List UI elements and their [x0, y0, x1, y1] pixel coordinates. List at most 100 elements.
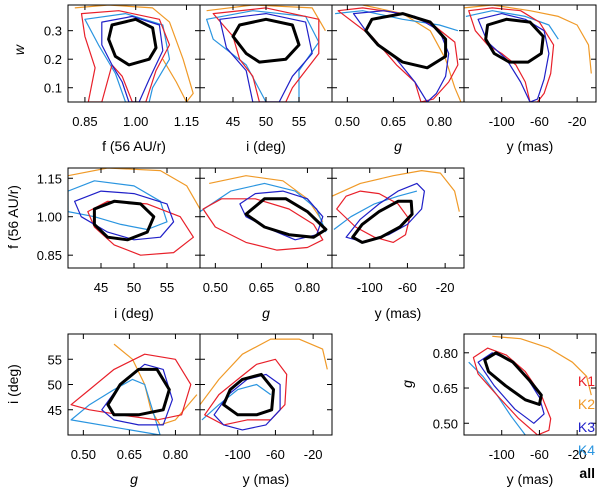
x-tick-label: 50: [127, 280, 141, 295]
y-tick-label: 0.85: [37, 248, 62, 263]
x-tick-label: 0.65: [381, 114, 406, 129]
y-axis-label-g: g: [399, 380, 415, 388]
x-tick-label: 0.65: [249, 280, 274, 295]
contour-k2-w-y: [464, 5, 592, 74]
legend: K1 K2 K3 K4 all: [545, 370, 595, 485]
x-tick-label: 1.15: [174, 114, 199, 129]
contours-g-y: [468, 335, 592, 435]
x-tick-label: -20: [568, 447, 587, 462]
x-tick-label: 45: [226, 114, 240, 129]
panel-frame-g-y: [463, 333, 597, 436]
contours-w-f: [74, 5, 194, 102]
contour-k4-w-y: [465, 10, 559, 40]
x-tick-label: 0.80: [163, 447, 188, 462]
x-tick-label: -100: [357, 280, 383, 295]
panel-g-y: -100 -60 -20 0.50 0.65 0.80: [433, 333, 597, 462]
panel-w-y: -100 -60 -20: [463, 4, 597, 129]
x-axis-label-f-row1: f (56 AU/r): [102, 138, 166, 154]
y-tick-label: 0.2: [44, 52, 62, 67]
legend-entry-k4: K4: [577, 442, 595, 458]
contour-all-f-y: [351, 199, 414, 244]
contour-k1-g-y: [472, 347, 552, 435]
x-axis-label-i-row2: i (deg): [114, 305, 154, 321]
contour-k4-f-g: [200, 182, 327, 233]
x-tick-label: 0.80: [427, 114, 452, 129]
labels-layer: w f (56 AU/r) i (deg) g f (56 AU/r) i (d…: [5, 44, 553, 487]
panel-i-g: 0.50 0.65 0.80 45 50 55: [48, 333, 201, 462]
legend-entry-k1: K1: [577, 373, 595, 389]
contour-k4-w-f: [84, 13, 171, 102]
y-tick-label: 0.50: [433, 416, 458, 431]
legend-entry-k3: K3: [577, 419, 595, 435]
x-tick-label: 0.85: [72, 114, 97, 129]
contour-k4-g-y: [468, 361, 526, 435]
x-tick-label: 0.50: [203, 280, 228, 295]
contour-k1-w-i: [212, 7, 320, 102]
x-axis-label-y-row3: y (mas): [243, 471, 290, 487]
x-axis-label-i-row1: i (deg): [246, 138, 286, 154]
x-axis-label-y-row3-right: y (mas): [507, 471, 554, 487]
contour-all-g-y: [483, 351, 543, 406]
x-tick-label: 0.80: [295, 280, 320, 295]
contour-all-f-g: [244, 197, 328, 239]
contour-all-w-f: [107, 17, 158, 67]
legend-entry-all: all: [579, 465, 595, 481]
contour-all-w-y: [484, 17, 545, 64]
contour-k2-f-g: [209, 175, 324, 223]
panel-w-i: 45 50 55: [199, 4, 333, 129]
panel-w-f: 0.85 1.00 1.15 0.1 0.2 0.3: [44, 4, 201, 129]
contours-f-y: [332, 170, 460, 244]
contour-k2-i-g: [113, 343, 198, 426]
y-tick-label: 50: [48, 378, 62, 393]
x-tick-label: -20: [304, 447, 323, 462]
x-tick-label: 0.50: [335, 114, 360, 129]
contour-k2-f-i: [68, 168, 200, 210]
contour-k4-f-i: [68, 180, 168, 231]
contour-k4-i-g: [70, 378, 161, 435]
x-tick-label: -60: [530, 447, 549, 462]
contour-k3-w-i: [219, 13, 313, 102]
contour-k4-w-g: [335, 10, 459, 32]
contours-f-g: [200, 175, 328, 251]
panel-frame-i-g: [67, 333, 201, 436]
contour-all-w-g: [364, 12, 448, 70]
contour-k1-f-g: [202, 198, 324, 251]
contour-k3-w-y: [477, 13, 550, 102]
y-tick-label: 0.3: [44, 24, 62, 39]
x-axis-label-y-row1: y (mas): [507, 138, 554, 154]
panel-w-g: 0.50 0.65 0.80: [331, 4, 465, 129]
x-tick-label: -100: [489, 447, 515, 462]
contours-w-g: [335, 5, 462, 102]
panel-frame-w-y: [463, 4, 597, 103]
panel-i-y: -100 -60 -20: [199, 333, 333, 462]
y-tick-label: 0.80: [433, 346, 458, 361]
x-tick-label: -60: [530, 114, 549, 129]
contours-w-i: [206, 5, 326, 102]
contour-k2-f-y: [332, 170, 460, 212]
x-tick-label: -20: [436, 280, 455, 295]
y-tick-label: 55: [48, 352, 62, 367]
y-tick-label: 45: [48, 403, 62, 418]
panel-f-y: -100 -60 -20: [331, 167, 465, 295]
contours-f-i: [68, 168, 200, 256]
contour-all-f-i: [92, 199, 156, 242]
y-axis-label-w: w: [11, 44, 27, 55]
contour-all-w-i: [231, 17, 301, 64]
contour-k1-i-y: [204, 358, 288, 426]
panel-f-g: 0.50 0.65 0.80: [199, 167, 333, 295]
y-tick-label: 1.00: [37, 210, 62, 225]
x-tick-label: 55: [292, 114, 306, 129]
y-tick-label: 0.65: [433, 381, 458, 396]
y-tick-label: 1.15: [37, 171, 62, 186]
contour-k4-f-y: [333, 190, 418, 230]
x-axis-label-g-row2: g: [262, 305, 270, 321]
x-tick-label: 45: [94, 280, 108, 295]
x-tick-label: 0.50: [71, 447, 96, 462]
panels-layer: 0.85 1.00 1.150.10.20.345 50 55 0.50 0.65 0.80-…: [37, 4, 597, 462]
y-tick-label: 0.1: [44, 81, 62, 96]
panel-frame-f-y: [331, 167, 465, 269]
contours-w-y: [464, 5, 592, 102]
x-tick-label: 55: [160, 280, 174, 295]
y-axis-label-i: i (deg): [5, 364, 21, 404]
x-tick-label: -60: [398, 280, 417, 295]
